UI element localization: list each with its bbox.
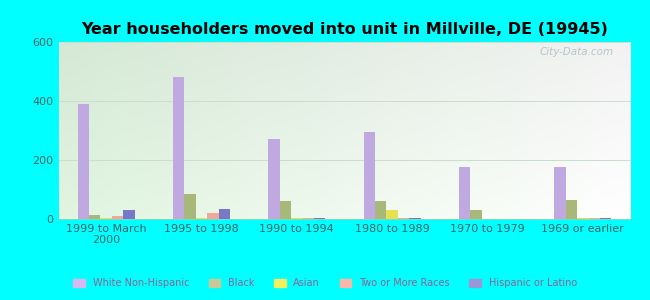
- Bar: [398, 218, 410, 219]
- Bar: [363, 132, 375, 219]
- Bar: [124, 210, 135, 219]
- Bar: [459, 167, 471, 219]
- Bar: [101, 218, 112, 219]
- Legend: White Non-Hispanic, Black, Asian, Two or More Races, Hispanic or Latino: White Non-Hispanic, Black, Asian, Two or…: [70, 274, 580, 292]
- Bar: [600, 218, 612, 219]
- Bar: [218, 209, 230, 219]
- Bar: [314, 218, 326, 219]
- Bar: [554, 167, 565, 219]
- Bar: [588, 218, 600, 219]
- Text: City-Data.com: City-Data.com: [540, 47, 614, 57]
- Bar: [89, 214, 101, 219]
- Bar: [196, 218, 207, 219]
- Bar: [291, 218, 302, 219]
- Bar: [410, 218, 421, 219]
- Bar: [387, 210, 398, 219]
- Title: Year householders moved into unit in Millville, DE (19945): Year householders moved into unit in Mil…: [81, 22, 608, 37]
- Bar: [375, 201, 387, 219]
- Bar: [577, 218, 588, 219]
- Bar: [566, 200, 577, 219]
- Bar: [77, 104, 89, 219]
- Bar: [471, 210, 482, 219]
- Bar: [207, 213, 218, 219]
- Bar: [280, 201, 291, 219]
- Bar: [112, 216, 124, 219]
- Bar: [185, 194, 196, 219]
- Bar: [268, 139, 280, 219]
- Bar: [173, 77, 185, 219]
- Bar: [302, 218, 314, 219]
